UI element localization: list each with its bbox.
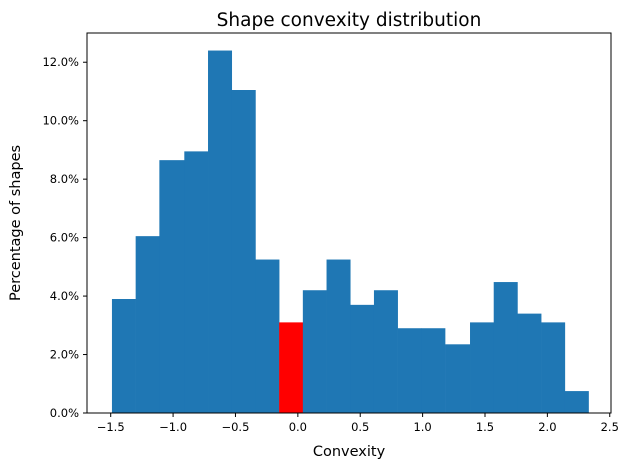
histogram-bar <box>208 50 233 413</box>
x-tick-label: −1.0 <box>159 420 187 434</box>
x-tick-label: 2.0 <box>538 420 556 434</box>
y-tick-label: 6.0% <box>50 231 79 245</box>
histogram-bar <box>111 299 136 413</box>
histogram-bar <box>373 290 398 413</box>
histogram-bar <box>350 304 375 413</box>
axes-frame <box>86 32 612 414</box>
x-tick-label: 2.5 <box>601 420 619 434</box>
histogram-bar <box>445 344 471 413</box>
x-tick-label: 0.5 <box>351 420 369 434</box>
y-tick-label: 2.0% <box>50 348 79 362</box>
histogram-bar <box>470 322 495 413</box>
histogram-bar <box>421 328 446 413</box>
bars-group <box>111 50 589 413</box>
y-tick-label: 0.0% <box>50 406 79 420</box>
y-axis-ticks: 0.0% 2.0% 4.0% 6.0% 8.0% 10.0% 12.0% <box>42 55 87 420</box>
x-tick-label: −0.5 <box>221 420 249 434</box>
histogram-bar <box>184 151 209 413</box>
histogram-bar <box>255 259 280 413</box>
y-tick-label: 12.0% <box>42 55 79 69</box>
y-tick-label: 10.0% <box>42 114 79 128</box>
histogram-bar <box>564 391 589 413</box>
y-tick-label: 4.0% <box>50 289 79 303</box>
x-axis-label: Convexity <box>313 444 386 460</box>
chart-title: Shape convexity distribution <box>217 10 482 31</box>
histogram-bar-highlight <box>279 322 304 413</box>
histogram-bar <box>135 236 160 413</box>
y-tick-label: 8.0% <box>50 172 79 186</box>
x-tick-label: 1.5 <box>476 420 494 434</box>
x-axis-ticks: −1.5 −1.0 −0.5 0.0 0.5 1.0 1.5 2.0 2.5 <box>97 413 619 434</box>
histogram-bar <box>493 282 518 413</box>
histogram-bar <box>159 160 185 413</box>
x-tick-label: 0.0 <box>289 420 307 434</box>
x-tick-label: −1.5 <box>97 420 125 434</box>
histogram-bar <box>326 259 351 413</box>
x-tick-label: 1.0 <box>413 420 431 434</box>
histogram-bar <box>541 322 566 413</box>
y-axis-label: Percentage of shapes <box>8 145 24 301</box>
histogram-bar <box>302 290 327 413</box>
histogram-bar <box>231 90 256 413</box>
histogram-bar <box>397 328 422 413</box>
histogram-bar <box>517 313 542 413</box>
